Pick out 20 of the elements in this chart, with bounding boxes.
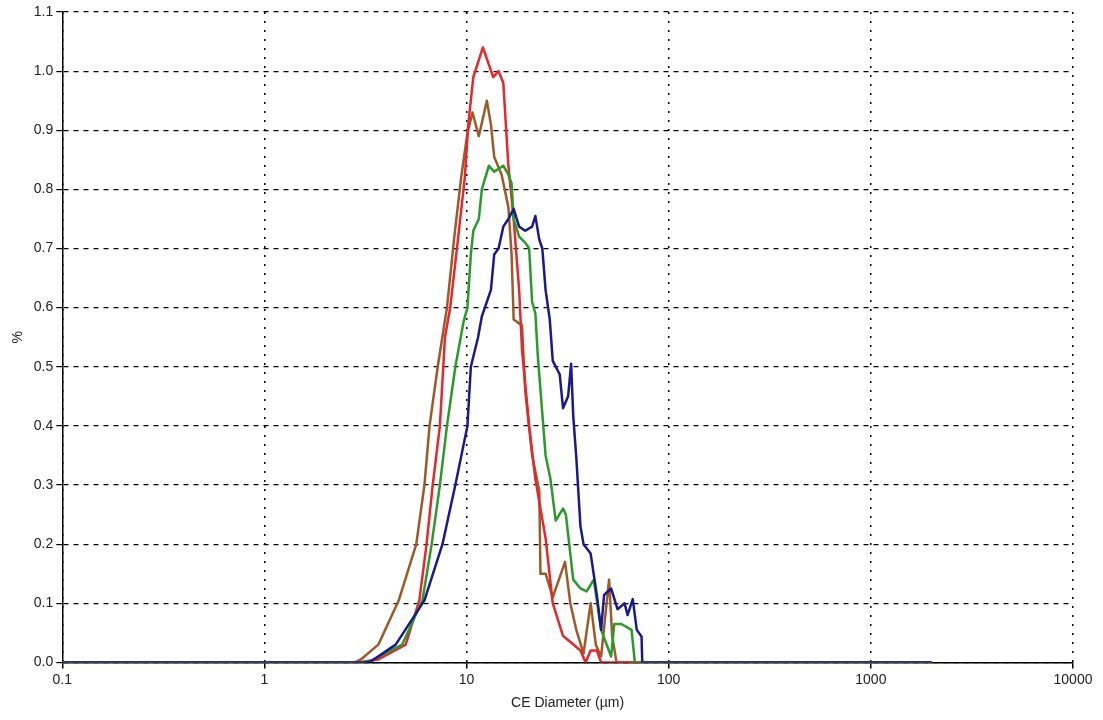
x-axis-title: CE Diameter (µm): [511, 694, 625, 711]
y-tick-label: 0.0: [33, 653, 54, 670]
x-tick-label: 10: [458, 670, 475, 687]
y-axis-title: %: [9, 330, 26, 344]
y-tick-label: 0.9: [33, 121, 54, 138]
y-tick-label: 1.0: [33, 61, 54, 78]
x-tick-label: 100: [657, 670, 681, 687]
y-tick-label: 0.6: [33, 298, 54, 315]
x-tick-label: 10000: [1053, 670, 1093, 687]
y-tick-label: 0.8: [33, 180, 54, 197]
y-tick-label: 0.2: [33, 535, 54, 551]
y-tick-label: 0.1: [33, 594, 54, 611]
y-tick-label: 0.5: [33, 357, 54, 374]
y-tick-label: 0.7: [33, 239, 54, 256]
y-tick-label: 1.1: [33, 2, 54, 19]
y-tick-label: 0.4: [33, 416, 54, 433]
x-tick-label: 1: [260, 670, 269, 687]
y-tick-label: 0.3: [33, 475, 54, 492]
x-tick-label: 0.1: [52, 670, 73, 687]
x-tick-label: 1000: [855, 670, 887, 687]
